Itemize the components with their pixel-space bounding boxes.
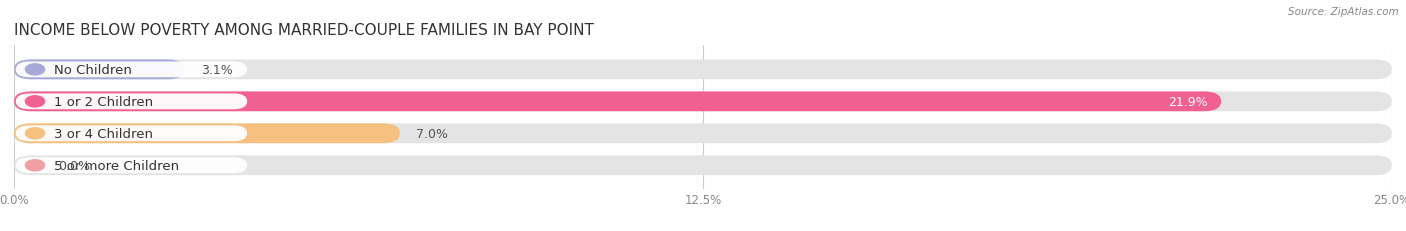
- Text: 21.9%: 21.9%: [1167, 95, 1208, 108]
- Circle shape: [25, 96, 45, 107]
- Text: Source: ZipAtlas.com: Source: ZipAtlas.com: [1288, 7, 1399, 17]
- FancyBboxPatch shape: [15, 126, 247, 142]
- FancyBboxPatch shape: [14, 60, 186, 80]
- FancyBboxPatch shape: [15, 62, 247, 78]
- Circle shape: [25, 64, 45, 76]
- Text: 5 or more Children: 5 or more Children: [53, 159, 179, 172]
- FancyBboxPatch shape: [14, 92, 1220, 112]
- Text: 0.0%: 0.0%: [58, 159, 90, 172]
- Text: No Children: No Children: [53, 64, 132, 76]
- Text: 3 or 4 Children: 3 or 4 Children: [53, 127, 153, 140]
- FancyBboxPatch shape: [14, 124, 399, 144]
- FancyBboxPatch shape: [14, 60, 1392, 80]
- Text: 3.1%: 3.1%: [201, 64, 233, 76]
- FancyBboxPatch shape: [14, 92, 1392, 112]
- Text: INCOME BELOW POVERTY AMONG MARRIED-COUPLE FAMILIES IN BAY POINT: INCOME BELOW POVERTY AMONG MARRIED-COUPL…: [14, 23, 593, 38]
- Text: 7.0%: 7.0%: [416, 127, 449, 140]
- Text: 1 or 2 Children: 1 or 2 Children: [53, 95, 153, 108]
- FancyBboxPatch shape: [15, 158, 247, 173]
- FancyBboxPatch shape: [14, 156, 1392, 175]
- FancyBboxPatch shape: [14, 124, 1392, 144]
- Circle shape: [25, 128, 45, 139]
- Circle shape: [25, 160, 45, 171]
- FancyBboxPatch shape: [15, 94, 247, 110]
